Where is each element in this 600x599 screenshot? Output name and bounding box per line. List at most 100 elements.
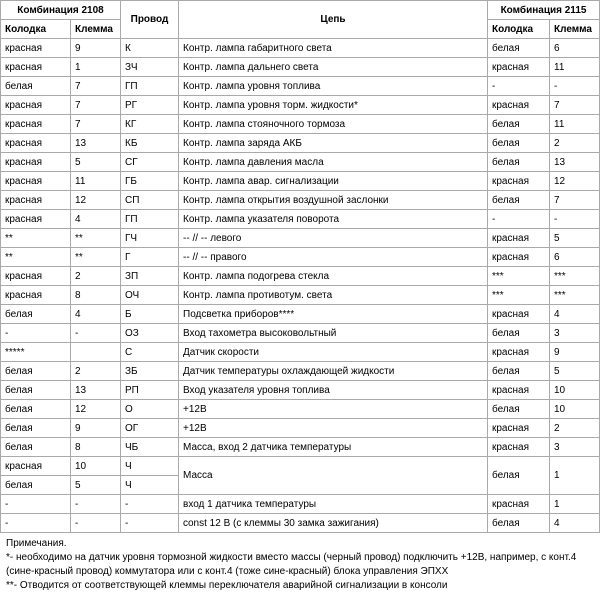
cell-block-2108: красная [1,115,71,134]
cell-terminal-2115: *** [550,286,600,305]
cell-wire: ЗП [121,267,179,286]
cell-terminal-2115: - [550,77,600,96]
cell-wire: СГ [121,153,179,172]
table-row: красная7КГКонтр. лампа стояночного тормо… [1,115,600,134]
cell-terminal-2108: 2 [71,267,121,286]
cell-block-2115: белая [488,457,550,495]
cell-terminal-2108: 5 [71,476,121,495]
cell-block-2115: - [488,77,550,96]
cell-circuit: Контр. лампа противотум. света [179,286,488,305]
cell-block-2108: белая [1,305,71,324]
cell-terminal-2115: 5 [550,362,600,381]
cell-block-2115: красная [488,381,550,400]
cell-wire: Ч [121,457,179,476]
table-row: белая9ОГ+12Вкрасная2 [1,419,600,438]
cell-terminal-2108: 8 [71,438,121,457]
notes-title: Примечания. [6,537,594,551]
cell-circuit: -- // -- левого [179,229,488,248]
cell-terminal-2115: 6 [550,39,600,58]
cell-terminal-2115: 4 [550,305,600,324]
cell-wire: РП [121,381,179,400]
cell-terminal-2108: 9 [71,419,121,438]
table-row: *****СДатчик скоростикрасная9 [1,343,600,362]
cell-block-2108: красная [1,39,71,58]
cell-block-2108: белая [1,476,71,495]
cell-circuit: Контр. лампа подогрева стекла [179,267,488,286]
cell-terminal-2108: 1 [71,58,121,77]
cell-wire: ГП [121,210,179,229]
cell-block-2115: красная [488,229,550,248]
cell-block-2115: красная [488,343,550,362]
cell-block-2115: - [488,210,550,229]
table-row: красная11ГБКонтр. лампа авар. сигнализац… [1,172,600,191]
cell-block-2115: красная [488,495,550,514]
table-body: красная9ККонтр. лампа габаритного светаб… [1,39,600,533]
cell-circuit: -- // -- правого [179,248,488,267]
cell-wire: Ч [121,476,179,495]
cell-terminal-2108: ** [71,229,121,248]
cell-block-2108: ** [1,229,71,248]
cell-terminal-2108: 7 [71,115,121,134]
cell-block-2115: белая [488,115,550,134]
cell-terminal-2115: 7 [550,191,600,210]
cell-terminal-2115: 1 [550,495,600,514]
table-row: белая8ЧБМасса, вход 2 датчика температур… [1,438,600,457]
cell-circuit: Контр. лампа уровня торм. жидкости* [179,96,488,115]
cell-wire: - [121,514,179,533]
cell-terminal-2108: 2 [71,362,121,381]
cell-terminal-2108: - [71,324,121,343]
cell-block-2108: красная [1,267,71,286]
cell-terminal-2108: 10 [71,457,121,476]
cell-circuit: Масса [179,457,488,495]
cell-terminal-2115: 6 [550,248,600,267]
table-row: красная4ГПКонтр. лампа указателя поворот… [1,210,600,229]
cell-circuit: Контр. лампа указателя поворота [179,210,488,229]
cell-block-2108: белая [1,419,71,438]
note-2: **- Отводится от соответствующей клеммы … [6,579,594,593]
cell-block-2115: красная [488,419,550,438]
cell-block-2115: белая [488,362,550,381]
cell-terminal-2115: - [550,210,600,229]
wiring-table: Комбинация 2108 Провод Цепь Комбинация 2… [0,0,600,533]
cell-terminal-2115: 10 [550,400,600,419]
cell-terminal-2108: 13 [71,381,121,400]
header-block-2115: Колодка [488,20,550,39]
table-row: --ОЗВход тахометра высоковольтныйбелая3 [1,324,600,343]
cell-wire: ГБ [121,172,179,191]
cell-circuit: Датчик скорости [179,343,488,362]
cell-wire: Г [121,248,179,267]
cell-circuit: Контр. лампа открытия воздушной заслонки [179,191,488,210]
table-row: белая4БПодсветка приборов****красная4 [1,305,600,324]
cell-terminal-2108: 8 [71,286,121,305]
cell-block-2108: ** [1,248,71,267]
cell-wire: Б [121,305,179,324]
cell-wire: ЗЧ [121,58,179,77]
cell-circuit: вход 1 датчика температуры [179,495,488,514]
cell-terminal-2115: 2 [550,134,600,153]
header-terminal-2115: Клемма [550,20,600,39]
cell-terminal-2115: 11 [550,58,600,77]
notes-block: Примечания. *- необходимо на датчик уров… [0,533,600,599]
cell-block-2108: красная [1,96,71,115]
cell-terminal-2108: 7 [71,96,121,115]
cell-terminal-2115: 4 [550,514,600,533]
cell-wire: ОГ [121,419,179,438]
cell-block-2115: белая [488,191,550,210]
cell-block-2115: красная [488,248,550,267]
note-1: *- необходимо на датчик уровня тормозной… [6,551,594,579]
cell-terminal-2115: 1 [550,457,600,495]
header-combo-2115: Комбинация 2115 [488,1,600,20]
cell-wire: С [121,343,179,362]
table-row: красная12СПКонтр. лампа открытия воздушн… [1,191,600,210]
table-row: красная13КБКонтр. лампа заряда АКБбелая2 [1,134,600,153]
cell-terminal-2108: 4 [71,305,121,324]
cell-wire: ОЗ [121,324,179,343]
cell-terminal-2108: 12 [71,400,121,419]
table-row: красная10ЧМассабелая1 [1,457,600,476]
table-row: белая12О+12Вбелая10 [1,400,600,419]
cell-circuit: Контр. лампа дальнего света [179,58,488,77]
cell-wire: КБ [121,134,179,153]
table-row: красная1ЗЧКонтр. лампа дальнего светакра… [1,58,600,77]
cell-block-2115: красная [488,305,550,324]
cell-terminal-2115: *** [550,267,600,286]
